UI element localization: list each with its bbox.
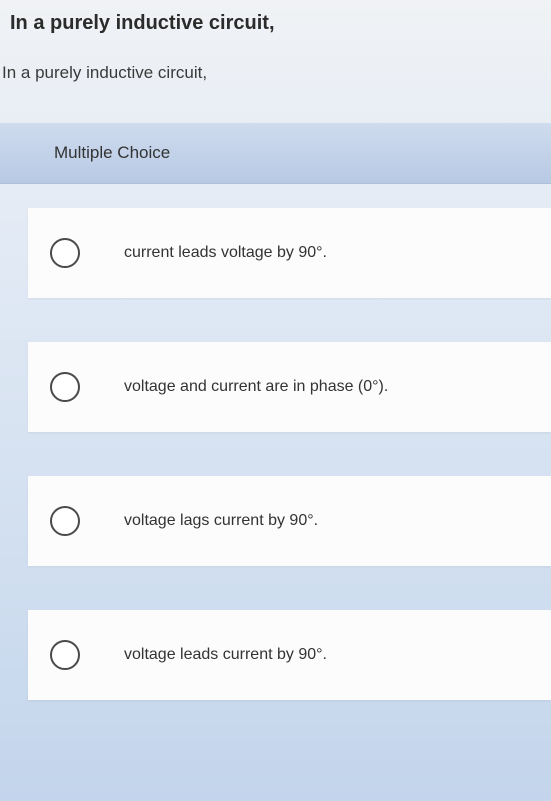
choice-option[interactable]: voltage lags current by 90°.: [28, 476, 551, 566]
choices-container: current leads voltage by 90°. voltage an…: [0, 184, 551, 700]
choice-label: voltage lags current by 90°.: [124, 512, 318, 530]
choice-option[interactable]: current leads voltage by 90°.: [28, 208, 551, 298]
radio-icon[interactable]: [50, 640, 80, 670]
multiple-choice-header: Multiple Choice: [0, 123, 551, 184]
choice-label: current leads voltage by 90°.: [124, 244, 327, 262]
radio-icon[interactable]: [50, 372, 80, 402]
choice-label: voltage leads current by 90°.: [124, 646, 327, 664]
choice-option[interactable]: voltage and current are in phase (0°).: [28, 342, 551, 432]
radio-icon[interactable]: [50, 506, 80, 536]
question-subtitle: In a purely inductive circuit,: [0, 41, 551, 123]
radio-icon[interactable]: [50, 238, 80, 268]
question-title: In a purely inductive circuit,: [0, 0, 551, 41]
choice-option[interactable]: voltage leads current by 90°.: [28, 610, 551, 700]
choice-label: voltage and current are in phase (0°).: [124, 378, 388, 396]
